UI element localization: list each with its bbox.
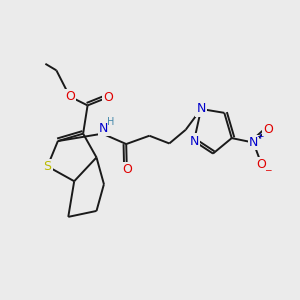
Text: N: N (99, 122, 109, 135)
Text: O: O (122, 163, 132, 176)
Text: O: O (256, 158, 266, 171)
Text: O: O (65, 90, 75, 103)
Text: N: N (249, 136, 258, 149)
Text: +: + (256, 131, 264, 140)
Text: N: N (196, 103, 206, 116)
Text: S: S (44, 160, 52, 173)
Text: −: − (264, 165, 272, 174)
Text: O: O (263, 123, 273, 136)
Text: O: O (103, 91, 113, 103)
Text: H: H (107, 117, 115, 127)
Text: N: N (189, 135, 199, 148)
